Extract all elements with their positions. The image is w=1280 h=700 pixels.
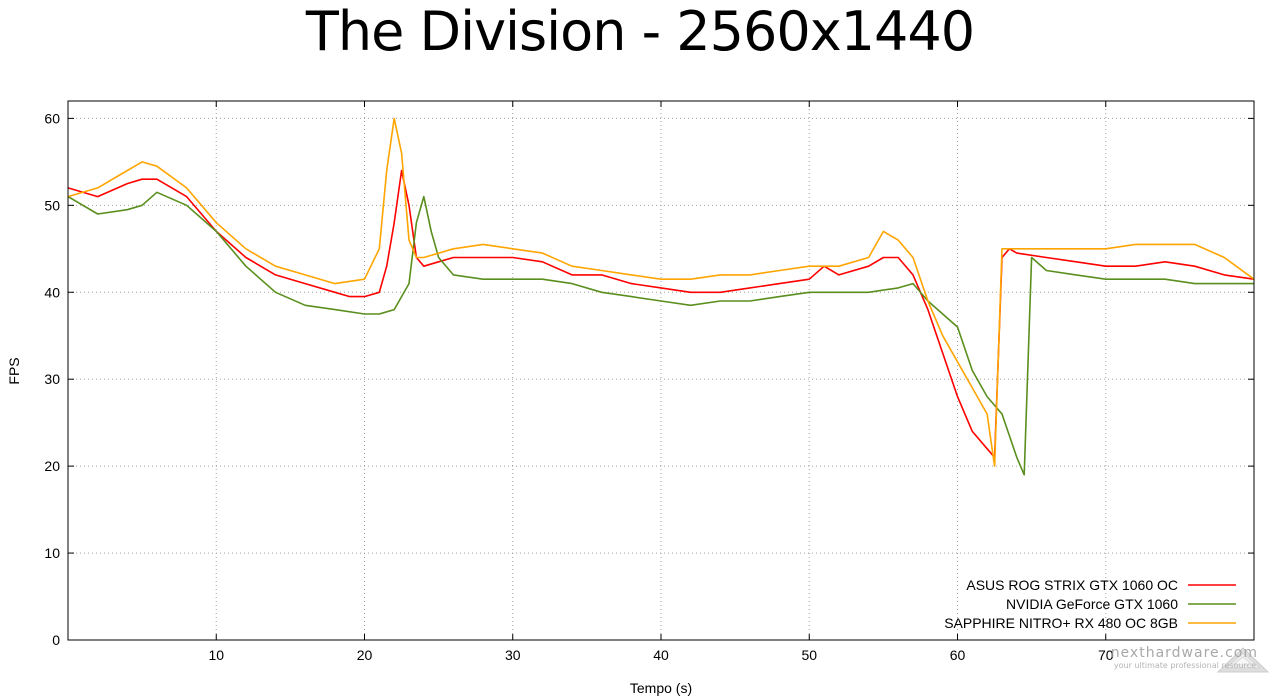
y-tick-label: 0 [52,632,60,648]
x-tick-label: 40 [653,647,669,663]
series-line-nvidia-geforce-gtx-1060 [67,191,1254,476]
chart-legend: ASUS ROG STRIX GTX 1060 OC NVIDIA GeForce… [944,577,1236,631]
series-lines [67,117,1255,476]
x-tick-label: 60 [950,647,966,663]
y-tick-label: 30 [44,371,60,387]
x-tick-label: 10 [208,647,224,663]
x-tick-label: 30 [505,647,521,663]
chart-title: The Division - 2560x1440 [305,0,975,63]
legend-label-sapphire-nitro-rx-480-oc-8gb: SAPPHIRE NITRO+ RX 480 OC 8GB [944,615,1178,631]
y-tick-label: 20 [44,458,60,474]
grid-lines [68,101,1254,640]
watermark-text: nexthardware.com [1111,645,1258,661]
legend-label-nvidia-geforce-gtx-1060: NVIDIA GeForce GTX 1060 [1006,596,1178,612]
y-axis-title: FPS [6,357,22,384]
series-line-asus-rog-strix-gtx-1060-oc [67,169,1255,459]
x-axis-title: Tempo (s) [630,680,692,696]
legend-label-asus-rog-strix-gtx-1060-oc: ASUS ROG STRIX GTX 1060 OC [966,577,1178,593]
y-tick-label: 10 [44,545,60,561]
x-tick-label: 20 [357,647,373,663]
x-tick-label: 50 [801,647,817,663]
y-tick-label: 60 [44,110,60,126]
y-tick-label: 40 [44,284,60,300]
watermark-subtext: your ultimate professional resource [1114,661,1256,670]
x-tick-label: 70 [1098,647,1114,663]
y-tick-label: 50 [44,197,60,213]
series-line-sapphire-nitro-rx-480-oc-8gb [67,117,1255,467]
pyramid-icon [1216,647,1270,673]
watermark-logo: nexthardware.com your ultimate professio… [1111,645,1270,673]
axis-ticks: 0 10 20 30 40 50 60 10 20 30 40 50 60 70 [44,101,1254,663]
